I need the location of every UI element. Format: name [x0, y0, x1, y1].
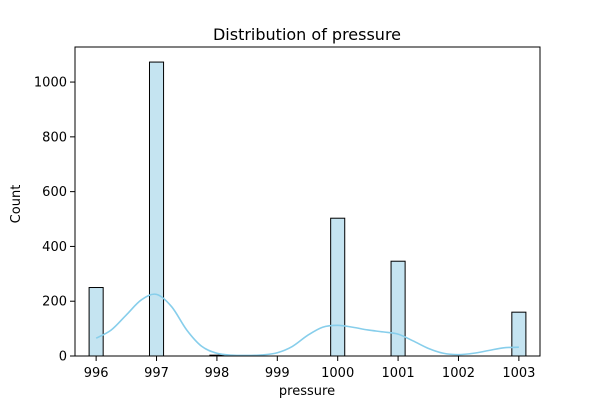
x-tick-label: 996 [84, 366, 109, 381]
plot-frame [74, 46, 541, 357]
y-tick-label: 1000 [34, 76, 67, 91]
x-tick-label: 997 [144, 366, 169, 381]
x-tick-label: 1000 [321, 366, 354, 381]
chart-title: Distribution of pressure [213, 25, 401, 44]
kde-curve [95, 293, 519, 357]
y-tick-label: 400 [42, 240, 67, 255]
bar-996 [88, 287, 104, 357]
x-axis-label: pressure [279, 384, 335, 399]
x-tick-label: 998 [205, 366, 230, 381]
bar-997 [148, 61, 165, 357]
y-axis: 0 200 400 600 800 1000 [34, 76, 75, 365]
x-axis: 996 997 998 999 1000 1001 1002 1003 [84, 356, 535, 381]
x-tick-label: 1002 [442, 366, 475, 381]
x-tick-label: 999 [265, 366, 290, 381]
x-tick-label: 1003 [502, 366, 535, 381]
x-tick-label: 1001 [382, 366, 415, 381]
y-axis-label: Count [9, 185, 24, 224]
y-tick-label: 800 [42, 130, 67, 145]
bars-group [88, 61, 527, 357]
bar-1003 [511, 311, 527, 357]
y-tick-label: 0 [59, 350, 67, 365]
bar-1000 [330, 217, 346, 357]
bar-1001 [390, 260, 406, 357]
y-tick-label: 600 [42, 185, 67, 200]
y-tick-label: 200 [42, 295, 67, 310]
